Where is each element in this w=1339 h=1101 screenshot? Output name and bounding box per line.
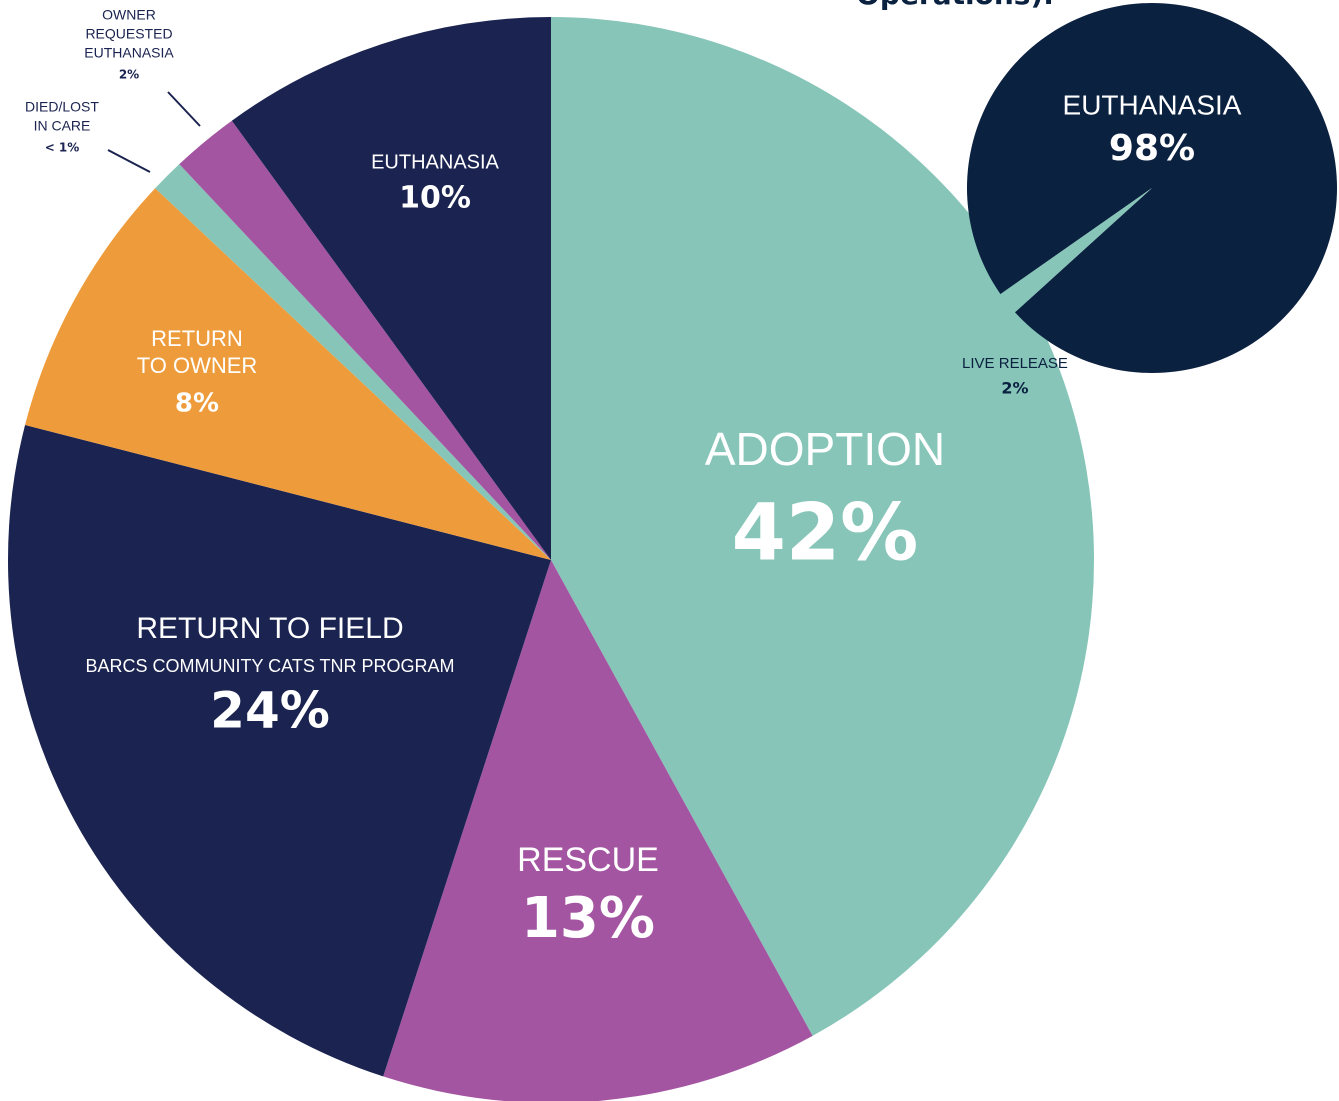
slice-label: LIVE RELEASE bbox=[962, 355, 1068, 372]
slice-sublabel: BARCS COMMUNITY CATS TNR PROGRAM bbox=[85, 656, 454, 676]
value-label: 42% bbox=[732, 488, 919, 578]
slice-label: RETURN bbox=[151, 326, 243, 351]
slice-label: RETURN TO FIELD bbox=[136, 612, 403, 645]
leader-line bbox=[107, 149, 151, 173]
value-label: < 1% bbox=[45, 141, 80, 155]
inset-pie bbox=[966, 2, 1337, 373]
slice-label: EUTHANASIA bbox=[371, 151, 499, 173]
pie-slice bbox=[383, 560, 813, 1101]
pie-slice bbox=[551, 17, 1094, 1036]
pie-slice bbox=[231, 17, 551, 560]
value-label: 98% bbox=[1109, 128, 1195, 169]
slice-label: TO OWNER bbox=[137, 353, 258, 378]
main-pie bbox=[8, 17, 1094, 1101]
slice-label: RESCUE bbox=[517, 841, 659, 879]
value-label: 8% bbox=[175, 389, 219, 419]
leader-line bbox=[167, 91, 201, 127]
pie-slice bbox=[966, 2, 1337, 373]
pie-slice bbox=[179, 120, 551, 561]
inset-title: Operations). bbox=[856, 0, 1054, 11]
slice-label: EUTHANASIA bbox=[1063, 89, 1242, 120]
pie-slice bbox=[8, 424, 552, 1077]
value-label: 2% bbox=[1001, 379, 1028, 398]
slice-label: EUTHANASIA bbox=[84, 45, 174, 61]
slice-label: OWNER bbox=[102, 7, 156, 23]
slice-label: REQUESTED bbox=[85, 26, 172, 42]
value-label: 13% bbox=[521, 886, 655, 951]
slice-label: ADOPTION bbox=[705, 423, 945, 475]
value-label: 24% bbox=[210, 682, 330, 740]
pie-slice bbox=[1000, 188, 1152, 313]
slice-label: IN CARE bbox=[34, 118, 91, 134]
value-label: 10% bbox=[399, 181, 471, 216]
pie-slice bbox=[155, 164, 551, 560]
slice-label: DIED/LOST bbox=[25, 99, 99, 115]
value-label: 2% bbox=[119, 68, 139, 82]
pie-slice bbox=[25, 188, 552, 560]
